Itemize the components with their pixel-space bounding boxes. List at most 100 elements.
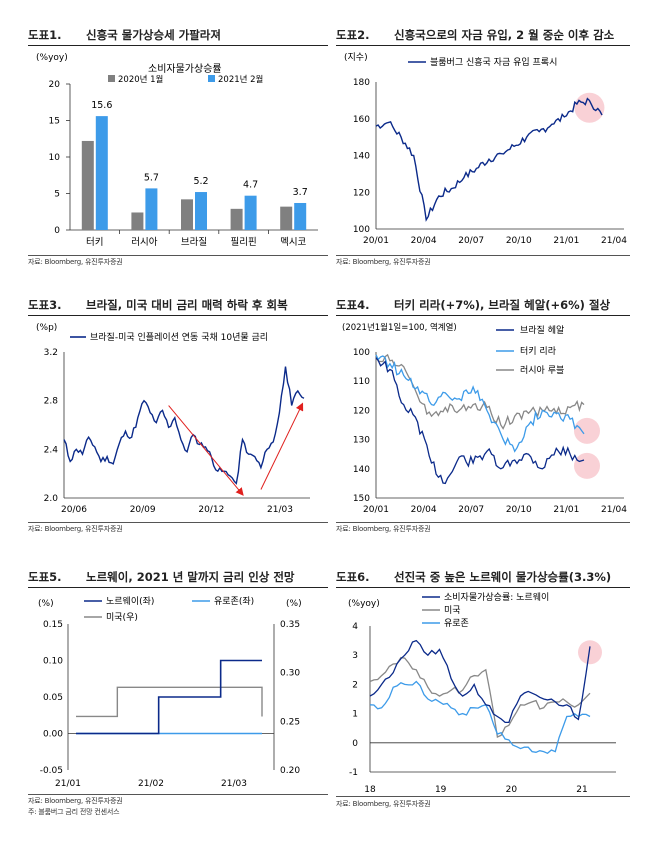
xtick-label: 21 xyxy=(576,785,587,795)
xtick-label: 20 xyxy=(506,785,518,795)
chart-5: (%) (%) 노르웨이(좌) 유로존(좌) 미국(우) -0.05 0.00 0.05 0.1… xyxy=(38,595,302,789)
xtick-label: 21/02 xyxy=(138,779,164,789)
xtick-label: 20/10 xyxy=(506,236,532,246)
ylabel-left-unit: (%) xyxy=(38,599,54,609)
xtick-label: 21/01 xyxy=(553,505,579,515)
xtick-label: 20/10 xyxy=(506,505,532,515)
panel-6-source: 자료: Bloomberg, 유진투자증권 xyxy=(336,800,431,808)
legend-swatch-2021 xyxy=(208,75,215,82)
legend-swatch-2020 xyxy=(108,75,115,82)
ytick-right-label: 0.30 xyxy=(280,669,300,679)
data-label: 15.6 xyxy=(91,100,112,111)
legend-label: 브라질-미국 인플레이션 연동 국채 10년물 금리 xyxy=(90,331,268,343)
xtick-label: 20/09 xyxy=(130,505,156,515)
ytick-label: 120 xyxy=(353,406,370,416)
ytick-left-label: 0.00 xyxy=(43,730,63,740)
ytick-label: 100 xyxy=(353,225,370,235)
panel-3-title: 도표3. 브라질, 미국 대비 금리 매력 하락 후 회복 xyxy=(28,298,288,312)
up-arrow xyxy=(260,402,304,490)
ytick-label: -1 xyxy=(349,768,358,778)
ylabel-unit: (2021년1월1일=100, 역계열) xyxy=(342,322,457,333)
xtick-label: 필리핀 xyxy=(230,236,256,248)
panel-1: 도표1. 신흥국 물가상승세 가팔라져 (%yoy) 소비자물가상승률 2020년 1… xyxy=(28,26,328,270)
panel-5-note: 주: 블룸버그 금리 전망 컨센서스 xyxy=(28,808,120,816)
ylabel-unit: (%yoy) xyxy=(36,53,68,63)
legend-label: 유로존(좌) xyxy=(214,596,254,607)
series-line-norway xyxy=(76,659,262,735)
legend-label: 브라질 헤알 xyxy=(520,324,564,336)
panel-2-title: 도표2. 신흥국으로의 자금 유입, 2 월 중순 이후 감소 xyxy=(336,28,615,42)
highlight-circle-top xyxy=(574,417,600,444)
series-line xyxy=(375,97,603,222)
xtick-label: 20/04 xyxy=(411,505,437,515)
xtick-label: 멕시코 xyxy=(280,237,306,248)
series-line xyxy=(369,639,591,724)
xtick-label: 20/01 xyxy=(363,505,389,515)
xtick-label: 21/03 xyxy=(267,505,293,515)
data-label: 5.7 xyxy=(144,172,159,183)
bar-2020 xyxy=(181,199,193,230)
ytick-right-label: 0.20 xyxy=(280,766,300,776)
panel-2-source: 자료: Bloomberg, 유진투자증권 xyxy=(336,258,431,266)
series-line xyxy=(375,354,585,453)
panel-6: 도표6. 선진국 중 높은 노르웨이 물가상승률(3.3%) (%yoy) 소비자물… xyxy=(336,568,630,828)
ytick-right-label: 0.25 xyxy=(280,717,300,727)
ytick-right-label: 0.35 xyxy=(280,620,300,630)
xtick-label: 20/06 xyxy=(61,505,87,515)
ytick-label: 180 xyxy=(353,78,370,88)
bar-2020 xyxy=(280,206,293,230)
highlight-circle-bottom xyxy=(574,452,600,479)
xtick-label: 21/01 xyxy=(553,236,579,246)
legend-label-2020: 2020년 1월 xyxy=(118,74,163,85)
xtick-label: 터키 xyxy=(86,237,103,248)
chart-subtitle: 소비자물가상승률 xyxy=(148,63,222,75)
panel-2: 도표2. 신흥국으로의 자금 유입, 2 월 중순 이후 감소 (지수) 블룸버그 … xyxy=(336,26,630,270)
ylabel-unit: (지수) xyxy=(344,52,368,63)
bar-2021 xyxy=(95,116,108,230)
panel-4-title: 도표4. 터키 리라(+7%), 브라질 헤알(+6%) 절상 xyxy=(336,298,611,312)
ytick-label: 20 xyxy=(49,80,61,90)
xtick-label: 19 xyxy=(435,785,447,795)
bar-2020 xyxy=(230,208,243,230)
bar-2021 xyxy=(195,192,207,230)
series-line xyxy=(369,656,591,738)
ytick-label: 130 xyxy=(353,436,370,446)
ylabel-right-unit: (%) xyxy=(286,599,302,609)
data-label: 3.7 xyxy=(293,187,308,198)
series-line-us xyxy=(76,686,263,718)
legend-label: 블룸버그 신흥국 자금 유입 프록시 xyxy=(430,56,557,68)
panel-6-title: 도표6. 선진국 중 높은 노르웨이 물가상승률(3.3%) xyxy=(336,570,612,584)
ylabel-unit: (%p) xyxy=(36,323,57,333)
ytick-label: 15 xyxy=(49,117,60,127)
chart-2: (지수) 블룸버그 신흥국 자금 유입 프록시 100 120 140 160 180 20/… xyxy=(344,52,627,246)
xtick-label: 20/04 xyxy=(411,236,437,246)
xtick-label: 18 xyxy=(364,785,376,795)
ytick-label: 110 xyxy=(353,377,370,387)
ytick-label: 2.8 xyxy=(44,397,59,407)
ytick-label: 5 xyxy=(54,190,60,200)
xtick-label: 브라질 xyxy=(181,236,207,248)
legend-label: 미국(우) xyxy=(106,612,138,623)
panel-5: 도표5. 노르웨이, 2021 년 말까지 금리 인상 전망 (%) (%) 노르웨이… xyxy=(28,568,328,828)
ytick-label: 0 xyxy=(352,739,358,749)
ytick-label: 120 xyxy=(353,188,370,198)
ytick-left-label: 0.05 xyxy=(43,693,63,703)
data-label: 4.7 xyxy=(243,180,258,191)
xtick-label: 20/07 xyxy=(458,236,484,246)
ytick-label: 1 xyxy=(352,710,358,720)
ytick-left-label: 0.10 xyxy=(43,657,63,667)
series-line xyxy=(375,357,585,485)
ytick-label: 140 xyxy=(353,152,370,162)
ytick-label: 3.2 xyxy=(44,348,58,358)
xtick-label: 21/04 xyxy=(601,505,627,515)
panel-3-source: 자료: Bloomberg, 유진투자증권 xyxy=(28,525,123,533)
ylabel-unit: (%yoy) xyxy=(348,599,380,609)
highlight-circle xyxy=(574,92,605,123)
xtick-label: 21/01 xyxy=(55,779,81,789)
ytick-label: 2.4 xyxy=(44,445,59,455)
ytick-label: 0 xyxy=(54,226,60,236)
xtick-label: 러시아 xyxy=(131,237,157,248)
xtick-label: 20/07 xyxy=(458,505,484,515)
